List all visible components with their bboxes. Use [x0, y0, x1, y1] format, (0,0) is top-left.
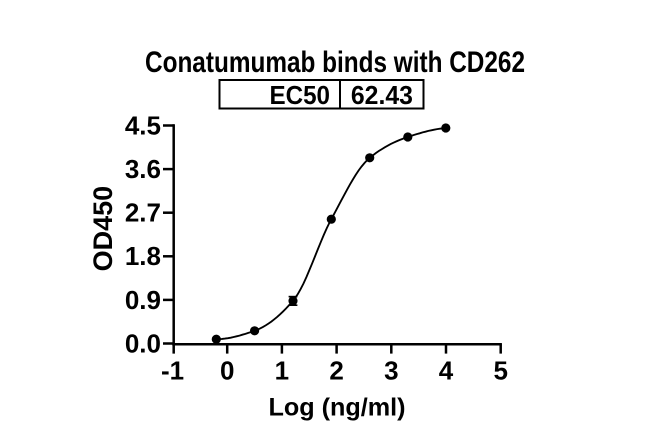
svg-text:1.8: 1.8 [125, 241, 161, 271]
svg-text:2: 2 [329, 355, 343, 385]
svg-text:1: 1 [275, 355, 289, 385]
svg-text:2.7: 2.7 [125, 198, 161, 228]
svg-text:OD450: OD450 [88, 186, 118, 272]
svg-text:62.43: 62.43 [351, 80, 413, 110]
svg-text:0: 0 [220, 355, 234, 385]
svg-text:3: 3 [384, 355, 398, 385]
svg-text:Log (ng/ml): Log (ng/ml) [268, 393, 405, 421]
svg-text:-1: -1 [161, 355, 184, 385]
svg-text:Conatumumab binds with CD262: Conatumumab binds with CD262 [145, 46, 525, 79]
svg-text:4.5: 4.5 [125, 110, 161, 140]
svg-text:EC50: EC50 [270, 80, 331, 110]
svg-text:5: 5 [493, 355, 507, 385]
svg-text:0.9: 0.9 [125, 285, 161, 315]
svg-text:4: 4 [439, 355, 454, 385]
svg-text:3.6: 3.6 [125, 154, 161, 184]
svg-text:0.0: 0.0 [125, 328, 161, 358]
